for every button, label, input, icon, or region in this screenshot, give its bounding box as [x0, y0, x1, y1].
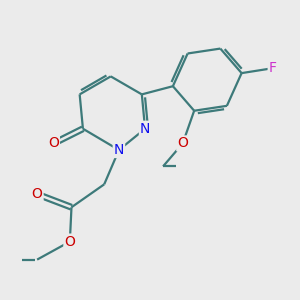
- Text: N: N: [114, 143, 124, 157]
- Text: N: N: [140, 122, 150, 136]
- Text: O: O: [32, 187, 43, 201]
- Text: O: O: [64, 235, 75, 249]
- Text: O: O: [177, 136, 188, 151]
- Text: F: F: [269, 61, 277, 75]
- Text: O: O: [48, 136, 59, 151]
